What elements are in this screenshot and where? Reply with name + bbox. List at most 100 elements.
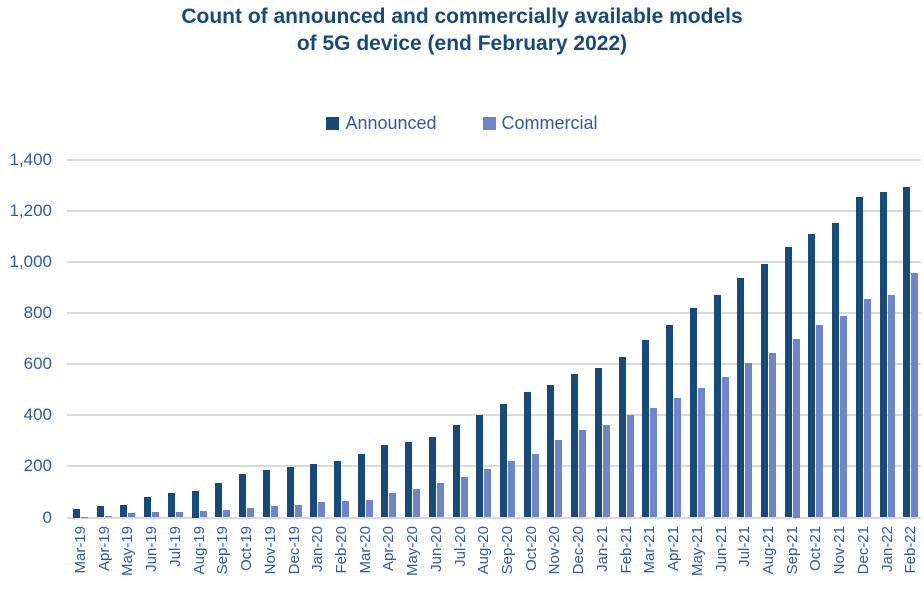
bar-announced (96, 505, 104, 518)
y-gridline (67, 516, 921, 519)
bar-commercial (674, 397, 682, 518)
bar-announced (310, 464, 318, 518)
bar-commercial (223, 509, 231, 518)
bar-commercial (484, 468, 492, 518)
x-axis-tick-label: Jan-21 (593, 525, 611, 572)
bar-announced (737, 277, 745, 518)
y-axis-tick-label: 600 (23, 354, 52, 374)
bar-announced (120, 505, 128, 518)
x-axis-tick-label: Apr-21 (665, 525, 683, 571)
bar-commercial (365, 500, 373, 518)
bar-announced (428, 436, 436, 518)
chart-title-line2: of 5G device (end February 2022) (296, 32, 628, 55)
bar-announced (500, 404, 507, 518)
bar-announced (286, 466, 294, 518)
bar-commercial (81, 516, 88, 518)
bar-announced (476, 415, 484, 518)
x-axis-tick-label: Jul-20 (451, 525, 469, 567)
bar-announced (784, 246, 792, 518)
y-axis-tick-label: 1,200 (9, 201, 52, 221)
bar-commercial (626, 414, 634, 518)
bar-commercial (318, 501, 326, 518)
x-axis-tick-label: Jun-19 (143, 525, 161, 572)
bar-commercial (389, 493, 397, 518)
bar-announced (713, 295, 721, 518)
bar-announced (262, 470, 270, 518)
bar-announced (405, 441, 413, 518)
bar-commercial (413, 489, 421, 518)
bar-announced (879, 191, 887, 518)
x-axis-tick-label: Nov-21 (831, 525, 849, 574)
x-axis-tick-label: Jan-20 (309, 525, 327, 572)
bar-commercial (104, 516, 112, 518)
x-axis-tick-label: Oct-19 (238, 525, 256, 571)
bar-commercial (650, 407, 658, 518)
bar-commercial (579, 430, 587, 518)
x-axis-tick-label: Apr-20 (380, 525, 398, 571)
bar-announced (191, 490, 199, 518)
legend-label-commercial: Commercial (501, 113, 598, 133)
bar-announced (618, 357, 626, 518)
x-axis-tick-label: Dec-20 (570, 525, 588, 574)
bar-commercial (697, 387, 705, 518)
bar-commercial (555, 439, 563, 518)
bar-commercial (531, 454, 539, 518)
legend-item-commercial: Commercial (482, 113, 598, 134)
commercial-series-swatch-icon (482, 117, 496, 130)
x-axis-tick-label: May-19 (119, 525, 137, 576)
x-axis-tick-label: Sep-21 (783, 525, 801, 574)
x-axis-tick-label: Oct-21 (807, 525, 825, 571)
x-axis-tick-label: Feb-22 (902, 525, 920, 574)
x-axis-tick-label: Aug-21 (759, 525, 777, 574)
x-axis-tick-label: May-21 (688, 525, 706, 576)
x-axis-tick-label: Aug-19 (190, 525, 208, 574)
bar-announced (689, 308, 697, 518)
x-axis-tick-label: Jul-19 (166, 525, 184, 567)
bar-announced (855, 197, 863, 518)
x-axis-tick-label: Mar-21 (641, 525, 659, 574)
x-axis-tick-label: Aug-20 (475, 525, 493, 574)
bar-announced (642, 339, 650, 518)
y-gridline (67, 261, 921, 264)
x-axis-tick-label: Jun-21 (712, 525, 730, 572)
y-gridline (67, 210, 921, 213)
y-gridline (67, 159, 921, 161)
x-axis-tick-label: Oct-20 (522, 525, 540, 571)
x-axis-tick-label: Dec-21 (854, 525, 872, 574)
bar-announced (357, 453, 365, 518)
x-axis-tick-label: Mar-20 (356, 525, 374, 574)
x-axis-tick-label: Feb-21 (617, 525, 635, 574)
bar-commercial (152, 511, 160, 518)
y-gridline (67, 363, 921, 366)
bar-announced (903, 187, 911, 518)
bar-announced (547, 384, 555, 518)
bar-commercial (792, 338, 800, 518)
bar-announced (571, 373, 579, 518)
bar-announced (523, 391, 531, 518)
bar-commercial (460, 476, 468, 518)
legend-item-announced: Announced (326, 113, 437, 134)
bar-announced (73, 508, 80, 518)
bar-announced (452, 424, 460, 518)
legend-label-announced: Announced (345, 113, 437, 133)
bar-announced (239, 474, 247, 518)
bar-commercial (602, 424, 610, 518)
bar-announced (381, 445, 389, 518)
y-axis-tick-label: 1,400 (9, 150, 52, 169)
x-axis-tick-label: Jan-22 (878, 525, 896, 572)
bar-commercial (270, 506, 278, 518)
bar-commercial (911, 273, 919, 518)
x-axis-tick-label: Jun-20 (427, 525, 445, 572)
bar-announced (144, 497, 152, 518)
x-axis-tick-label: Nov-20 (546, 525, 564, 574)
bar-announced (832, 223, 840, 518)
y-gridline (67, 414, 921, 417)
bar-announced (215, 483, 223, 518)
announced-series-swatch-icon (326, 117, 340, 130)
x-axis-tick-label: Jul-21 (736, 525, 754, 567)
bar-commercial (863, 298, 871, 518)
y-gridline (67, 465, 921, 468)
chart-legend: Announced Commercial (0, 113, 924, 134)
bar-announced (666, 324, 674, 518)
